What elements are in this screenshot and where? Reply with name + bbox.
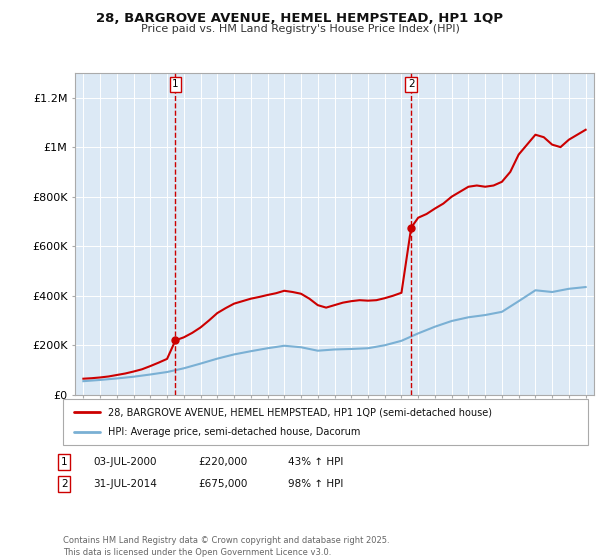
Text: 1: 1 [61,457,68,467]
Text: 28, BARGROVE AVENUE, HEMEL HEMPSTEAD, HP1 1QP: 28, BARGROVE AVENUE, HEMEL HEMPSTEAD, HP… [97,12,503,25]
Text: 28, BARGROVE AVENUE, HEMEL HEMPSTEAD, HP1 1QP (semi-detached house): 28, BARGROVE AVENUE, HEMEL HEMPSTEAD, HP… [107,407,491,417]
Text: 03-JUL-2000: 03-JUL-2000 [93,457,157,467]
Text: 31-JUL-2014: 31-JUL-2014 [93,479,157,489]
Text: 98% ↑ HPI: 98% ↑ HPI [288,479,343,489]
Text: Price paid vs. HM Land Registry's House Price Index (HPI): Price paid vs. HM Land Registry's House … [140,24,460,34]
Text: £220,000: £220,000 [198,457,247,467]
Text: 1: 1 [172,80,179,89]
Text: 2: 2 [61,479,68,489]
Text: 43% ↑ HPI: 43% ↑ HPI [288,457,343,467]
Text: Contains HM Land Registry data © Crown copyright and database right 2025.
This d: Contains HM Land Registry data © Crown c… [63,536,389,557]
Text: 2: 2 [408,80,415,89]
Text: £675,000: £675,000 [198,479,247,489]
Text: HPI: Average price, semi-detached house, Dacorum: HPI: Average price, semi-detached house,… [107,427,360,437]
